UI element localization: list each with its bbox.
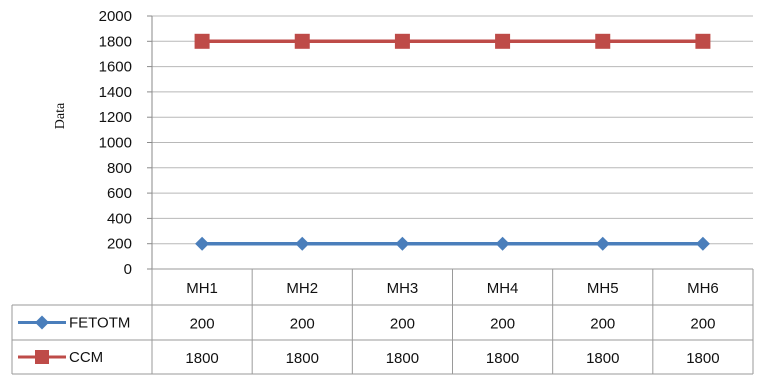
y-axis-ticks: 0 200 400 600 800 1000 1200 1400 1600 1800 2000 xyxy=(99,8,132,278)
y-tick-label: 2000 xyxy=(99,8,132,25)
data-point xyxy=(195,236,210,251)
data-point xyxy=(595,236,610,251)
y-tick-label: 1800 xyxy=(99,33,132,50)
data-point xyxy=(295,236,310,251)
y-tick-label: 800 xyxy=(107,160,132,177)
table-cell: 200 xyxy=(490,316,515,333)
data-point xyxy=(294,33,310,49)
series-lines xyxy=(194,33,711,251)
data-table: MH1 MH2 MH3 MH4 MH5 MH6 FETOTM 200 200 200 200 200 2… xyxy=(11,268,754,375)
series-fetotm xyxy=(195,236,710,251)
table-cell: 200 xyxy=(690,316,715,333)
data-point xyxy=(194,33,210,49)
data-point xyxy=(695,33,711,49)
y-tick-label: 400 xyxy=(107,210,132,227)
table-cell: 200 xyxy=(390,316,415,333)
table-cell: 1800 xyxy=(286,350,319,367)
table-cell: 1800 xyxy=(185,350,218,367)
y-tick-label: 1200 xyxy=(99,109,132,126)
x-category-label: MH2 xyxy=(286,280,318,297)
table-cell: 1800 xyxy=(386,350,419,367)
x-category-label: MH1 xyxy=(186,280,218,297)
data-point xyxy=(595,33,611,49)
table-cell: 200 xyxy=(290,316,315,333)
legend-marker xyxy=(35,350,49,364)
x-category-label: MH5 xyxy=(587,280,619,297)
legend-entry-ccm: CCM xyxy=(18,349,103,366)
series-ccm xyxy=(194,33,711,49)
data-point xyxy=(395,236,410,251)
x-category-label: MH4 xyxy=(487,280,519,297)
table-cell: 1800 xyxy=(486,350,519,367)
y-tick-label: 1000 xyxy=(99,135,132,152)
data-point xyxy=(695,236,710,251)
y-tick-label: 200 xyxy=(107,236,132,253)
x-category-label: MH6 xyxy=(687,280,719,297)
y-tick-label: 1400 xyxy=(99,84,132,101)
y-tick-label: 0 xyxy=(124,261,132,278)
legend-marker xyxy=(35,315,49,330)
legend-label: CCM xyxy=(69,349,103,366)
data-point xyxy=(495,33,511,49)
legend-entry-fetotm: FETOTM xyxy=(18,315,130,332)
table-cell: 200 xyxy=(190,316,215,333)
gridlines xyxy=(147,15,753,270)
table-cell: 1800 xyxy=(586,350,619,367)
data-point xyxy=(394,33,410,49)
data-point xyxy=(495,236,510,251)
y-axis-label: Data xyxy=(53,102,68,129)
y-tick-label: 1600 xyxy=(99,59,132,76)
x-category-label: MH3 xyxy=(387,280,419,297)
table-cell: 200 xyxy=(590,316,615,333)
table-cell: 1800 xyxy=(686,350,719,367)
legend-label: FETOTM xyxy=(69,315,130,332)
y-tick-label: 600 xyxy=(107,185,132,202)
